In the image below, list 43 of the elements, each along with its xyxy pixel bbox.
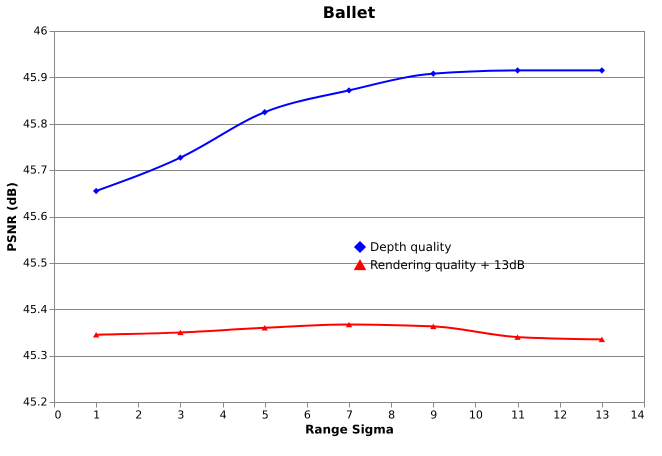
x-tick-label: 10 (468, 408, 483, 422)
x-tick-label: 14 (630, 408, 644, 422)
legend-label: Rendering quality + 13dB (370, 258, 525, 272)
y-tick-label: 45.7 (23, 164, 48, 177)
legend-label: Depth quality (370, 240, 452, 254)
y-tick-label: 45.8 (23, 117, 48, 130)
point (92, 188, 100, 194)
x-tick-label: 7 (346, 408, 353, 422)
point (346, 322, 352, 328)
y-tick-label: 45.3 (23, 349, 48, 362)
point (262, 108, 268, 116)
point (430, 70, 436, 77)
point (430, 324, 436, 330)
y-tick-label: 45.6 (23, 210, 48, 223)
x-tick-label: 0 (54, 408, 62, 422)
point (598, 336, 606, 342)
x-tick-label: 6 (304, 408, 311, 422)
point (346, 87, 352, 94)
x-tick-label: 1 (93, 408, 100, 422)
x-axis-title: Range Sigma (305, 422, 394, 436)
y-axis-title: PSNR (dB) (5, 182, 20, 252)
y-tick-label: 45.4 (23, 302, 48, 316)
x-tick-label: 8 (388, 408, 396, 422)
point (514, 334, 521, 340)
y-tick-label: 45.2 (23, 396, 48, 408)
x-tick-label: 11 (511, 408, 526, 422)
x-tick-label: 5 (262, 408, 269, 422)
point (177, 154, 184, 161)
chart-title: Ballet (322, 3, 376, 22)
x-tick-label: 3 (177, 408, 184, 422)
x-tick-label: 13 (595, 408, 610, 422)
x-tick-label: 9 (430, 408, 438, 422)
x-tick-label: 12 (553, 408, 568, 422)
x-tick-label: 4 (220, 408, 227, 422)
point (514, 67, 521, 74)
point (598, 67, 606, 74)
x-tick-label: 2 (135, 408, 142, 422)
point (262, 325, 268, 331)
y-tick-label: 45.5 (23, 256, 48, 270)
point (177, 330, 184, 336)
y-tick-label: 46 (34, 24, 48, 38)
point (92, 332, 100, 338)
y-tick-label: 45.9 (23, 70, 48, 84)
